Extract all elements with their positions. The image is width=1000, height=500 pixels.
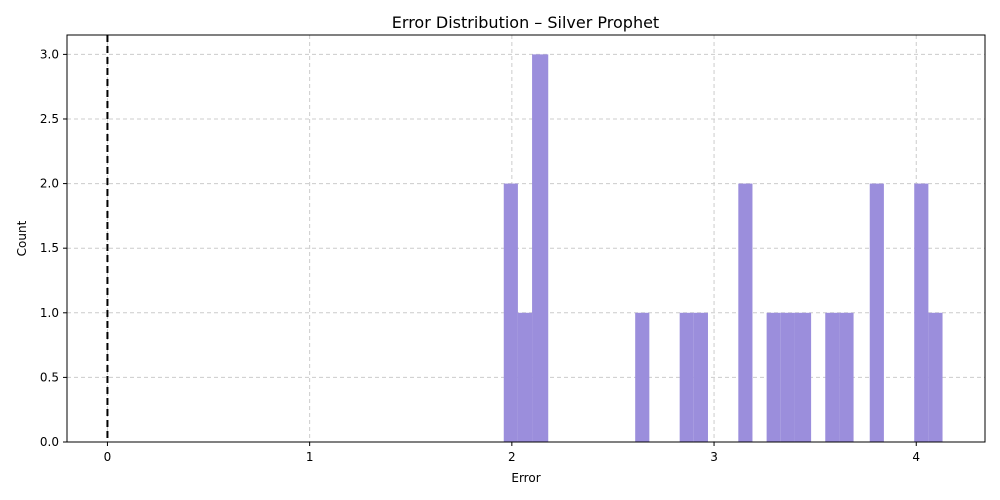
y-tick-label: 1.0	[40, 306, 59, 320]
histogram-bar	[869, 183, 884, 443]
bars-layer	[503, 54, 943, 443]
histogram-bar	[532, 54, 549, 442]
histogram-bar	[693, 312, 708, 442]
histogram-bar	[825, 312, 840, 442]
x-tick-label: 1	[306, 450, 314, 464]
y-tick-label: 0.5	[40, 370, 59, 384]
histogram-bar	[517, 312, 533, 442]
y-tick-label: 2.5	[40, 112, 59, 126]
histogram-bar	[738, 183, 753, 443]
y-tick-label: 1.5	[40, 241, 59, 255]
y-tick-label: 2.0	[40, 177, 59, 191]
y-axis-title: Count	[15, 220, 29, 256]
histogram-bar	[794, 312, 812, 442]
x-axis-title: Error	[511, 471, 540, 485]
ticks-layer: 0 1 2 3 4 0.0 0.5 1.0 1.5 2.0 2.5 3.0	[40, 47, 920, 464]
histogram-bar	[914, 183, 929, 443]
histogram-bar	[503, 183, 518, 443]
chart-title: Error Distribution – Silver Prophet	[392, 13, 659, 32]
histogram-bar	[635, 312, 650, 442]
histogram-bar	[928, 312, 943, 442]
histogram-bar	[766, 312, 781, 442]
x-tick-label: 2	[508, 450, 516, 464]
y-tick-label: 0.0	[40, 435, 59, 449]
x-tick-label: 0	[104, 450, 112, 464]
histogram-bar	[780, 312, 795, 442]
x-tick-label: 4	[912, 450, 920, 464]
y-tick-label: 3.0	[40, 47, 59, 61]
plot-frame	[66, 34, 986, 443]
x-tick-label: 3	[710, 450, 718, 464]
histogram-bar	[679, 312, 694, 442]
histogram-bar	[839, 312, 854, 442]
